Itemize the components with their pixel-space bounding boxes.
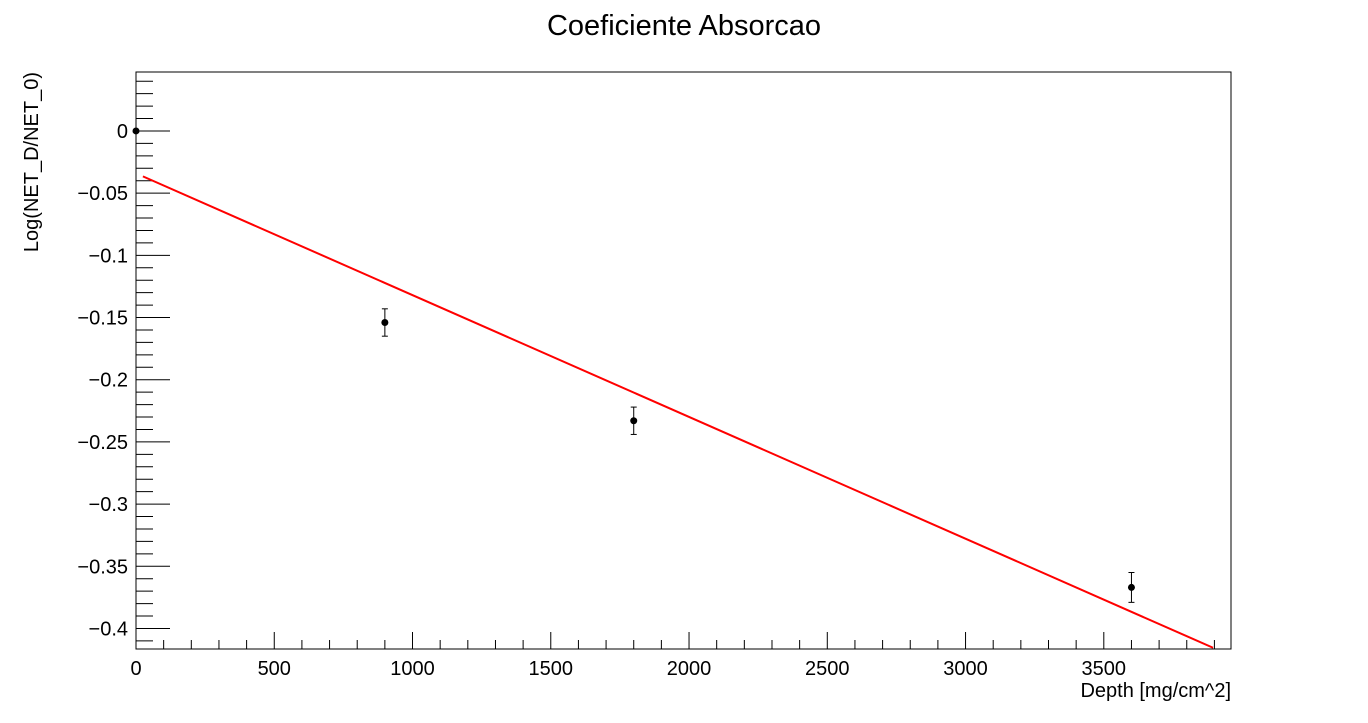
- y-tick-label: −0.15: [77, 308, 128, 330]
- data-point: [132, 127, 140, 135]
- y-tick-label: −0.25: [77, 432, 128, 454]
- y-tick-label: −0.35: [77, 556, 128, 578]
- x-tick-label: 500: [258, 658, 291, 680]
- y-tick-label: −0.05: [77, 183, 128, 205]
- x-axis-title: Depth [mg/cm^2]: [1080, 680, 1231, 702]
- chart-title: Coeficiente Absorcao: [547, 10, 821, 42]
- y-axis: 0 −0.05 −0.1 −0.15 −0.2 −0.25 −0.3 −0.35 −0.4: [77, 80, 170, 642]
- fit-line: [142, 175, 1214, 649]
- x-tick-label: 1000: [390, 658, 435, 680]
- data-point: [381, 319, 389, 327]
- x-tick-label: 3500: [1082, 658, 1127, 680]
- plot-frame: [135, 71, 1232, 650]
- data-point: [630, 417, 638, 425]
- y-tick-label: −0.1: [89, 245, 128, 267]
- y-tick-label: 0: [117, 121, 128, 143]
- data-point: [1127, 583, 1135, 591]
- series-layer: [132, 127, 1214, 649]
- x-tick-label: 2000: [667, 658, 712, 680]
- y-tick-label: −0.4: [89, 618, 128, 640]
- x-tick-label: 0: [130, 658, 141, 680]
- y-tick-label: −0.3: [89, 494, 128, 516]
- y-axis-title: Log(NET_D/NET_0): [21, 72, 43, 252]
- x-tick-label: 2500: [805, 658, 850, 680]
- x-tick-label: 1500: [529, 658, 574, 680]
- x-axis: 0 500 1000 1500 2000 2500 3000 3500: [130, 632, 1215, 680]
- x-tick-label: 3000: [943, 658, 988, 680]
- y-tick-label: −0.2: [89, 370, 128, 392]
